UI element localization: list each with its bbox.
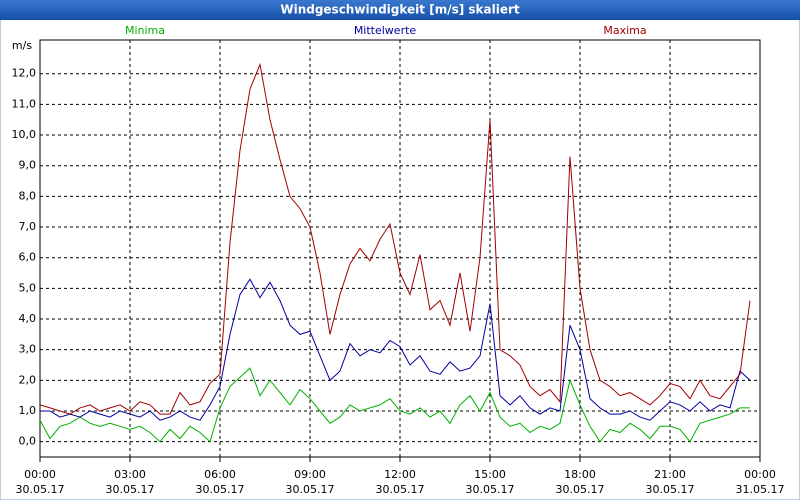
y-tick-label: 9,0 <box>19 159 37 172</box>
y-tick-label: 1,0 <box>19 404 37 417</box>
x-tick-label: 09:00 <box>294 468 326 481</box>
series-line <box>40 278 751 421</box>
y-tick-label: 2,0 <box>19 373 37 386</box>
x-tick-date: 31.05.17 <box>736 483 785 496</box>
x-tick-date: 30.05.17 <box>16 483 65 496</box>
legend-entry: Minima <box>125 24 165 37</box>
x-tick-label: 21:00 <box>654 468 686 481</box>
x-tick-date: 30.05.17 <box>556 483 605 496</box>
y-tick-label: 11,0 <box>12 97 37 110</box>
x-tick-date: 30.05.17 <box>466 483 515 496</box>
y-tick-label: 5,0 <box>19 281 37 294</box>
x-tick-date: 30.05.17 <box>376 483 425 496</box>
x-tick-date: 30.05.17 <box>106 483 155 496</box>
chart-title: Windgeschwindigkeit [m/s] skaliert <box>280 3 520 17</box>
y-tick-label: 10,0 <box>12 128 37 141</box>
series-line <box>39 367 750 443</box>
x-tick-label: 06:00 <box>204 468 236 481</box>
x-tick-date: 30.05.17 <box>646 483 695 496</box>
y-tick-label: 3,0 <box>19 343 37 356</box>
x-tick-label: 00:00 <box>744 468 776 481</box>
x-tick-label: 03:00 <box>114 468 146 481</box>
x-tick-date: 30.05.17 <box>286 483 335 496</box>
legend-entry: Mittelwerte <box>354 24 417 37</box>
y-tick-label: 12,0 <box>12 67 37 80</box>
title-bar <box>0 0 800 20</box>
y-tick-label: 7,0 <box>19 220 37 233</box>
x-tick-label: 15:00 <box>474 468 506 481</box>
x-tick-label: 00:00 <box>24 468 56 481</box>
x-tick-label: 18:00 <box>564 468 596 481</box>
y-tick-label: 0,0 <box>19 435 37 448</box>
y-axis-label: m/s <box>12 39 32 52</box>
series-line <box>39 62 751 415</box>
y-tick-label: 8,0 <box>19 189 37 202</box>
y-tick-label: 6,0 <box>19 251 37 264</box>
x-tick-date: 30.05.17 <box>196 483 245 496</box>
y-tick-label: 4,0 <box>19 312 37 325</box>
x-tick-label: 12:00 <box>384 468 416 481</box>
legend-entry: Maxima <box>603 24 646 37</box>
